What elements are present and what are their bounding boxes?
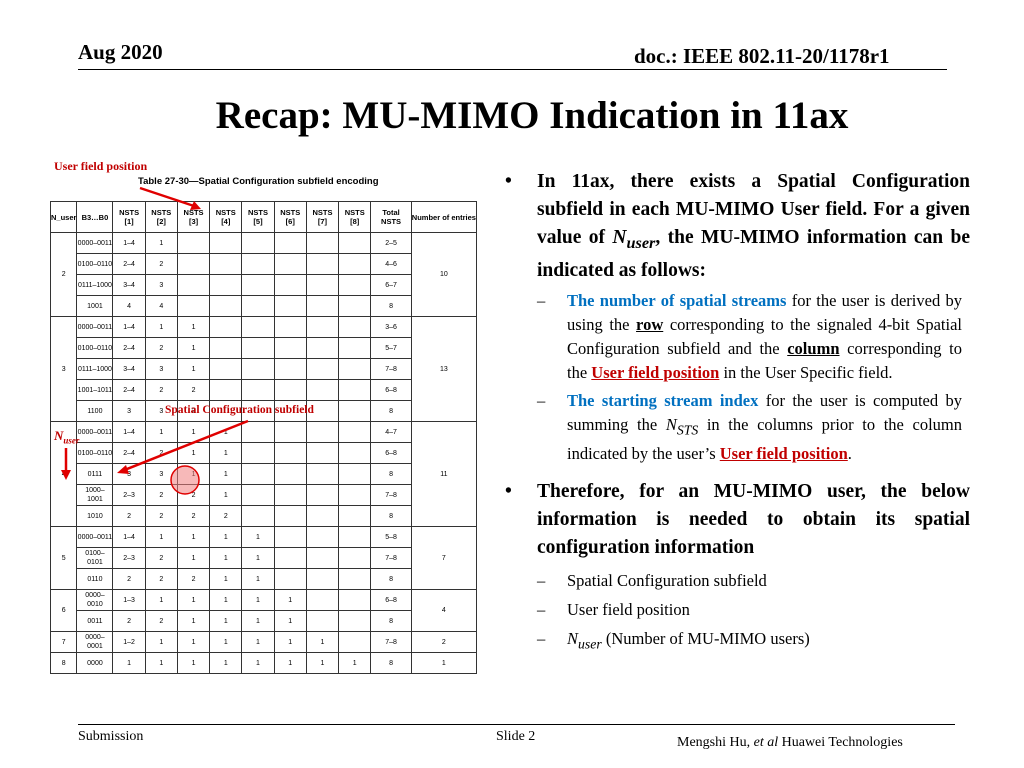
header-doc-id: doc.: IEEE 802.11-20/1178r1	[634, 44, 890, 68]
bullet-dot-icon: •	[505, 171, 512, 192]
sub-bullet-num-streams: – The number of spatial streams for the …	[537, 290, 962, 382]
arrow-head	[61, 470, 71, 480]
table-row: 0111–1000 3–4 3 1 7–8	[51, 358, 477, 380]
sub-bullet-start-index: – The starting stream index for the user…	[537, 390, 962, 464]
table-row: 5 0000–0011 1–4 1 1 1 1 5–8 7	[49, 526, 478, 590]
entries-cell: 1	[410, 652, 478, 674]
table-header-cell: Number of entries	[410, 201, 478, 233]
table-header-cell: N_user	[49, 201, 78, 233]
dash-icon: –	[537, 600, 546, 620]
table-row: 1100 3 3 2 8	[51, 400, 477, 422]
user-field-position-arrow	[139, 186, 198, 209]
dash-icon: –	[537, 390, 546, 410]
table-row: 0100–0110 2–4 2 1 5–7	[51, 337, 477, 359]
nuser-annotation: Nuser	[54, 428, 80, 446]
table-row: 6 0000–0010 1–3 1 1 1 1 1 6–8 4	[49, 589, 478, 632]
dash-icon: –	[537, 290, 546, 310]
table-header-cell: Total NSTS	[370, 201, 412, 233]
nuser-cell: 3	[49, 316, 78, 422]
header-date: Aug 2020	[78, 40, 163, 64]
table-caption: Table 27-30—Spatial Configuration subfie…	[138, 176, 379, 187]
dash-icon: –	[537, 629, 546, 649]
nuser-cell: 2	[49, 232, 78, 317]
user-field-position-annotation: User field position	[54, 159, 148, 173]
table-header-cell: NSTS [7]	[305, 201, 340, 233]
table-row: 0110 2 2 2 1 1 8	[51, 568, 477, 590]
bullet-dot-icon: •	[505, 481, 512, 503]
slide-title: Recap: MU-MIMO Indication in 11ax	[215, 94, 849, 137]
spatial-config-arrow	[121, 419, 249, 473]
bullet-therefore: • Therefore, for an MU-MIMO user, the be…	[505, 478, 970, 562]
table-header-row: N_user B3…B0 NSTS [1] NSTS [2] NSTS [3] NSTS …	[49, 201, 478, 233]
table-row: 0100–0110 2–4 2 4–6	[51, 253, 477, 275]
footer-submission: Submission	[78, 729, 144, 744]
entries-cell: 7	[410, 526, 478, 590]
entries-cell: 10	[410, 232, 478, 317]
nuser-cell: 5	[49, 526, 78, 590]
footer-slide-number: Slide 2	[496, 729, 536, 744]
footer-author: Mengshi Hu, et al Huawei Technologies	[677, 735, 903, 750]
table-row: 0111–1000 3–4 3 6–7	[51, 274, 477, 296]
dash-icon: –	[537, 571, 546, 591]
table-row: 7 0000–0001 1–2 1 1 1 1 1 1 7–8 2	[49, 631, 478, 653]
arrow-head	[117, 465, 129, 474]
bits-cell: 0000	[76, 652, 114, 674]
sub-bullet-nuser: – Nuser (Number of MU-MIMO users)	[505, 624, 970, 658]
total-nsts-cell: 8	[370, 505, 412, 527]
sub-bullet-user-field-position: – User field position	[505, 595, 970, 624]
total-nsts-cell: 8	[370, 652, 412, 674]
table-header-cell: NSTS [4]	[209, 201, 243, 233]
table-row: 8 0000 1 1 1 1 1 1 1 1 8 1	[49, 652, 478, 674]
highlight-circle	[170, 465, 200, 495]
bullet-intro: • In 11ax, there exists a Spatial Config…	[505, 168, 970, 285]
table-row: 0011 2 2 1 1 1 1 8	[51, 610, 477, 632]
table-row: 2 0000–0011 1–4 1 2–5 10	[49, 232, 478, 317]
table-row: 1010 2 2 2 2 8	[51, 505, 477, 527]
header-divider	[78, 69, 947, 70]
arrow-head	[190, 201, 201, 210]
entries-cell: 11	[410, 421, 478, 527]
table-header-cell: NSTS [6]	[273, 201, 307, 233]
spatial-config-annotation: Spatial Configuration subfield	[165, 404, 314, 416]
bullet-list: • In 11ax, there exists a Spatial Config…	[505, 168, 970, 658]
entries-cell: 4	[410, 589, 478, 632]
nuser-cell: 8	[49, 652, 78, 674]
sub-bullet-spatial-config: – Spatial Configuration subfield	[505, 566, 970, 595]
nuser-cell: 6	[49, 589, 78, 632]
table-row: 0100–0101 2–3 2 1 1 1 7–8	[51, 547, 477, 569]
footer-divider	[78, 724, 955, 725]
